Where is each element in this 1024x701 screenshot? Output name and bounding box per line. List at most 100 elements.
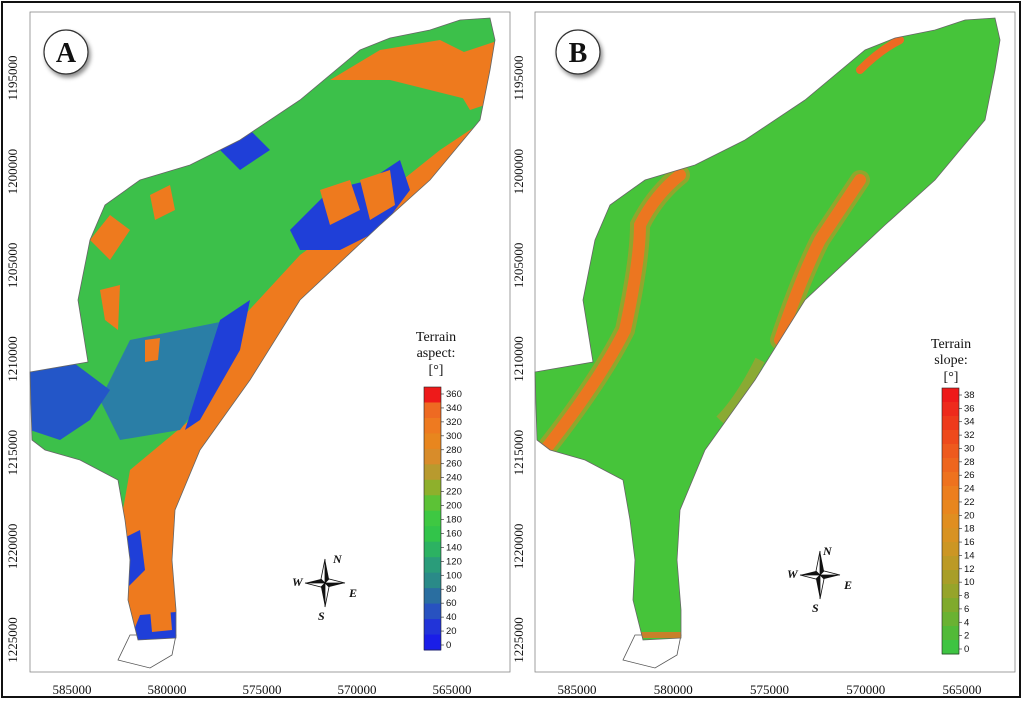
- x-tick-label: 570000: [846, 682, 885, 697]
- outline-tail-a: [117, 634, 177, 669]
- legend-tick-label: 28: [964, 457, 975, 468]
- y-tick-label: 1225000: [511, 617, 526, 663]
- x-tick-label: 585000: [53, 682, 92, 697]
- legend-title-line1-a: Terrain: [416, 330, 456, 345]
- legend-tick-label: 24: [964, 484, 975, 495]
- legend-tick-label: 0: [964, 644, 969, 655]
- legend-tick-label: 38: [964, 390, 975, 401]
- x-tick-label: 575000: [243, 682, 282, 697]
- legend-color-step: [424, 464, 441, 481]
- legend-color-step: [424, 588, 441, 605]
- legend-color-step: [942, 528, 959, 543]
- legend-tick-label: 220: [446, 487, 462, 498]
- legend-tick-label: 160: [446, 528, 462, 539]
- legend-tick-label: 4: [964, 617, 969, 628]
- y-tick-label: 1215000: [511, 430, 526, 476]
- axis-ticks-b: 1195000120000012050001210000121500012200…: [511, 55, 982, 697]
- legend-color-step: [942, 388, 959, 403]
- legend-tick-label: 80: [446, 584, 457, 595]
- legend-color-step: [942, 514, 959, 529]
- legend-slope: Terrain slope: [°] 383634323028262422201…: [931, 337, 975, 655]
- legend-color-step: [424, 433, 441, 450]
- legend-tick-label: 140: [446, 542, 462, 553]
- legend-tick-label: 34: [964, 417, 975, 428]
- legend-color-step: [942, 612, 959, 627]
- legend-tick-label: 22: [964, 497, 975, 508]
- legend-colorbar-a: 3603403203002802602402202001801601401201…: [423, 386, 462, 651]
- legend-color-step: [942, 640, 959, 655]
- legend-color-step: [942, 556, 959, 571]
- legend-color-step: [424, 479, 441, 496]
- legend-color-step: [424, 603, 441, 620]
- legend-color-step: [424, 402, 441, 419]
- legend-color-step: [424, 634, 441, 651]
- legend-tick-label: 180: [446, 515, 462, 526]
- legend-aspect: Terrain aspect: [°] 360 340 320 300 280 260 24…: [416, 330, 462, 651]
- legend-tick-label: 20: [964, 510, 975, 521]
- compass-s-b: S: [812, 601, 819, 615]
- legend-tick-label: 240: [446, 473, 462, 484]
- legend-color-step: [942, 598, 959, 613]
- y-tick-label: 1205000: [5, 243, 20, 289]
- legend-color-step: [424, 541, 441, 558]
- x-tick-label: 580000: [654, 682, 693, 697]
- plot-border-a: [29, 11, 511, 673]
- legend-color-step: [942, 458, 959, 473]
- legend-tick-label: 6: [964, 604, 969, 615]
- legend-color-step: [942, 542, 959, 557]
- y-tick-label: 1195000: [511, 55, 526, 100]
- legend-title-line1-b: Terrain: [931, 337, 971, 352]
- legend-color-step: [424, 387, 441, 403]
- x-tick-label: 565000: [433, 682, 472, 697]
- outline-tail-b: [622, 634, 682, 669]
- legend-color-step: [942, 402, 959, 417]
- x-tick-label: 585000: [558, 682, 597, 697]
- legend-bar-border: [941, 387, 960, 655]
- y-tick-label: 1200000: [5, 149, 20, 195]
- y-tick-label: 1215000: [5, 430, 20, 476]
- legend-tick-label: 10: [964, 577, 975, 588]
- legend-tick-label: 14: [964, 550, 975, 561]
- panel-badge-b: B: [555, 29, 601, 75]
- y-tick-label: 1220000: [511, 524, 526, 570]
- legend-bar-border: [423, 386, 442, 651]
- legend-color-step: [942, 430, 959, 445]
- compass-e-a: E: [348, 586, 357, 600]
- legend-color-step: [424, 448, 441, 465]
- y-tick-label: 1225000: [5, 617, 20, 663]
- compass-rose-b: N E S W: [787, 544, 852, 615]
- legend-color-step: [942, 486, 959, 501]
- legend-tick-label: 120: [446, 556, 462, 567]
- legend-color-step: [424, 526, 441, 543]
- legend-color-step: [424, 510, 441, 527]
- legend-tick-label: 300: [446, 431, 462, 442]
- legend-tick-label: 26: [964, 470, 975, 481]
- legend-tick-label: 0: [446, 640, 451, 651]
- legend-tick-label: 8: [964, 591, 969, 602]
- legend-color-step: [942, 626, 959, 641]
- legend-tick-label: 12: [964, 564, 975, 575]
- legend-color-step: [424, 619, 441, 636]
- y-tick-label: 1210000: [5, 336, 20, 382]
- legend-color-step: [942, 584, 959, 599]
- x-tick-label: 565000: [943, 682, 982, 697]
- x-tick-label: 575000: [750, 682, 789, 697]
- y-tick-label: 1200000: [511, 149, 526, 195]
- legend-color-step: [942, 570, 959, 585]
- legend-color-step: [424, 572, 441, 589]
- y-tick-label: 1205000: [511, 243, 526, 289]
- compass-s-a: S: [318, 609, 325, 623]
- legend-title-line2-b: slope:: [934, 353, 967, 368]
- legend-color-step: [942, 472, 959, 487]
- legend-color-step: [424, 495, 441, 512]
- y-tick-label: 1220000: [5, 524, 20, 570]
- compass-n-a: N: [332, 552, 343, 566]
- legend-tick-label: 260: [446, 459, 462, 470]
- compass-w-a: W: [292, 575, 304, 589]
- legend-tick-label: 32: [964, 430, 975, 441]
- x-tick-label: 580000: [148, 682, 187, 697]
- legend-tick-label: 36: [964, 403, 975, 414]
- compass-rose-a: N E S W: [292, 552, 357, 623]
